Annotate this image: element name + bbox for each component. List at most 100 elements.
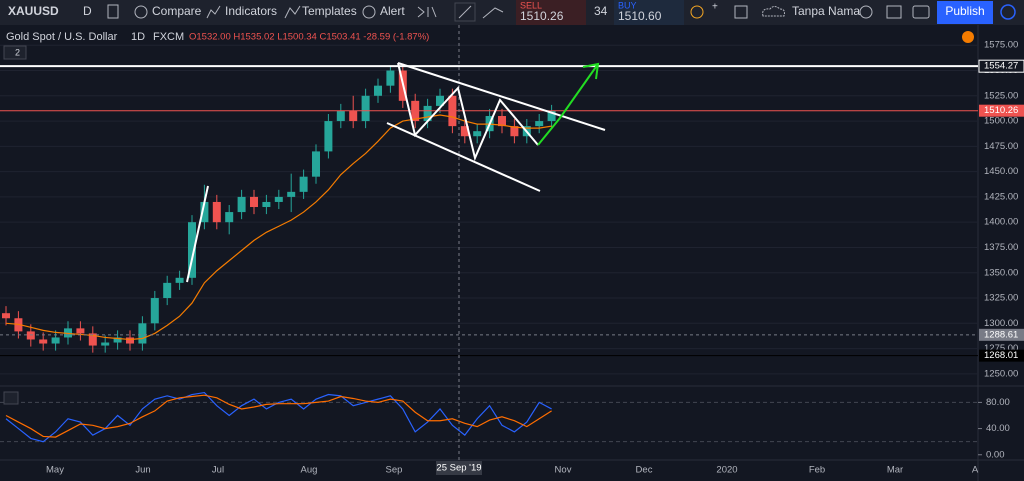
candle-body — [361, 95, 370, 122]
time-label: Jul — [212, 465, 224, 476]
candle-body — [460, 126, 469, 137]
time-label: Feb — [809, 465, 825, 476]
channel-lower[interactable] — [386, 122, 541, 192]
candle-body — [163, 282, 172, 299]
time-label: Sep — [386, 465, 403, 476]
candle-body — [498, 116, 506, 127]
candle-body — [423, 105, 432, 122]
candle-body — [336, 110, 345, 122]
time-label: Dec — [636, 465, 653, 476]
osc-tick-label: 80.00 — [986, 397, 1010, 408]
symbol[interactable]: XAUUSD — [8, 4, 59, 18]
y-tick-label: 1300.00 — [984, 318, 1018, 329]
candle-body — [150, 298, 159, 324]
candle-body — [274, 196, 283, 202]
osc-line — [5, 391, 552, 443]
toolbar: XAUUSD D Compare Indicators Templates Al… — [0, 0, 1024, 25]
osc-line — [5, 394, 552, 438]
candle-body — [101, 342, 110, 346]
replay-icon[interactable] — [417, 6, 437, 18]
candle-body — [237, 196, 246, 213]
time-label: Mar — [887, 465, 903, 476]
snapshot-icon[interactable] — [912, 5, 930, 19]
buy-box[interactable] — [614, 0, 684, 25]
candle-body — [324, 121, 333, 152]
price-label: 1268.01 — [984, 350, 1018, 361]
indicator-toggle[interactable] — [3, 45, 27, 60]
sell-price: 1510.26 — [520, 9, 564, 23]
plus[interactable]: + — [712, 2, 718, 13]
time-label: A — [972, 465, 979, 476]
price-label: 1554.27 — [984, 61, 1018, 72]
candle-body — [547, 110, 556, 122]
candle-body — [26, 331, 35, 340]
osc-tick-label: 0.00 — [986, 449, 1005, 460]
legend-ohlc: O1532.00 H1535.02 L1500.34 C1503.41 -28.… — [189, 32, 429, 43]
axis-labels: 1575.001550.001525.001500.001475.001450.… — [46, 40, 1024, 476]
interval[interactable]: D — [83, 4, 92, 18]
layout-name[interactable]: Tanpa Nama — [792, 4, 860, 18]
y-tick-label: 1425.00 — [984, 191, 1018, 202]
candle-body — [225, 212, 234, 223]
candle-body — [473, 131, 482, 137]
channel-upper[interactable] — [397, 62, 606, 131]
publish-label: Publish — [945, 4, 984, 18]
templates-icon[interactable] — [284, 5, 301, 19]
buy-price: 1510.60 — [618, 9, 662, 23]
y-tick-label: 1525.00 — [984, 90, 1018, 101]
dollar-icon[interactable] — [690, 5, 704, 19]
chart-type-icon[interactable] — [107, 4, 119, 19]
price-label-box — [978, 59, 1024, 73]
compare-icon[interactable] — [134, 5, 148, 19]
line-tool[interactable] — [454, 2, 476, 22]
alert-button[interactable]: Alert — [380, 4, 405, 18]
price-label: 1510.26 — [984, 105, 1018, 116]
y-tick-label: 1375.00 — [984, 242, 1018, 253]
sell-box[interactable] — [516, 0, 586, 25]
time-label: Aug — [301, 465, 318, 476]
candle-body — [262, 201, 271, 208]
candle-body — [212, 201, 221, 223]
candle-body — [312, 151, 320, 177]
candle-body — [287, 191, 296, 197]
sell-label: SELL — [520, 0, 542, 10]
candle-body — [436, 95, 444, 106]
settings-icon[interactable] — [859, 5, 873, 19]
publish-button[interactable] — [937, 1, 993, 24]
templates-button[interactable]: Templates — [302, 4, 357, 18]
candle-body — [510, 126, 519, 137]
price-label-box — [979, 349, 1024, 362]
legend: Gold Spot / U.S. Dollar 1D FXCM O1532.00… — [3, 31, 974, 405]
legend-source: FXCM — [153, 31, 184, 43]
checkbox[interactable] — [734, 5, 748, 19]
price-label-box — [979, 328, 1024, 341]
candle-body — [374, 85, 382, 96]
zigzag[interactable] — [397, 62, 539, 162]
candle-body — [250, 196, 258, 208]
y-tick-label: 1400.00 — [984, 217, 1018, 228]
time-label: Nov — [555, 465, 572, 476]
play-icon[interactable] — [1000, 4, 1016, 20]
breakout-arrow[interactable] — [537, 63, 599, 146]
indicators-button[interactable]: Indicators — [225, 4, 277, 18]
fullscreen-icon[interactable] — [886, 5, 902, 19]
y-tick-label: 1450.00 — [984, 166, 1018, 177]
drawings[interactable] — [186, 62, 606, 283]
y-tick-label: 1325.00 — [984, 293, 1018, 304]
line-tool-icon — [458, 5, 472, 19]
compare-button[interactable]: Compare — [152, 4, 202, 18]
trend-line[interactable] — [186, 185, 209, 283]
warning-icon[interactable] — [962, 31, 974, 43]
indicators-icon[interactable] — [206, 5, 221, 19]
draw-tool-icon[interactable] — [482, 7, 504, 19]
cloud-icon[interactable] — [762, 6, 785, 17]
candle-body — [113, 337, 122, 343]
y-tick-label: 1350.00 — [984, 267, 1018, 278]
y-tick-label: 1475.00 — [984, 141, 1018, 152]
candle-body — [51, 337, 60, 344]
arrow-head — [582, 62, 600, 80]
osc-toggle[interactable] — [3, 391, 19, 405]
alert-icon[interactable] — [362, 5, 376, 19]
